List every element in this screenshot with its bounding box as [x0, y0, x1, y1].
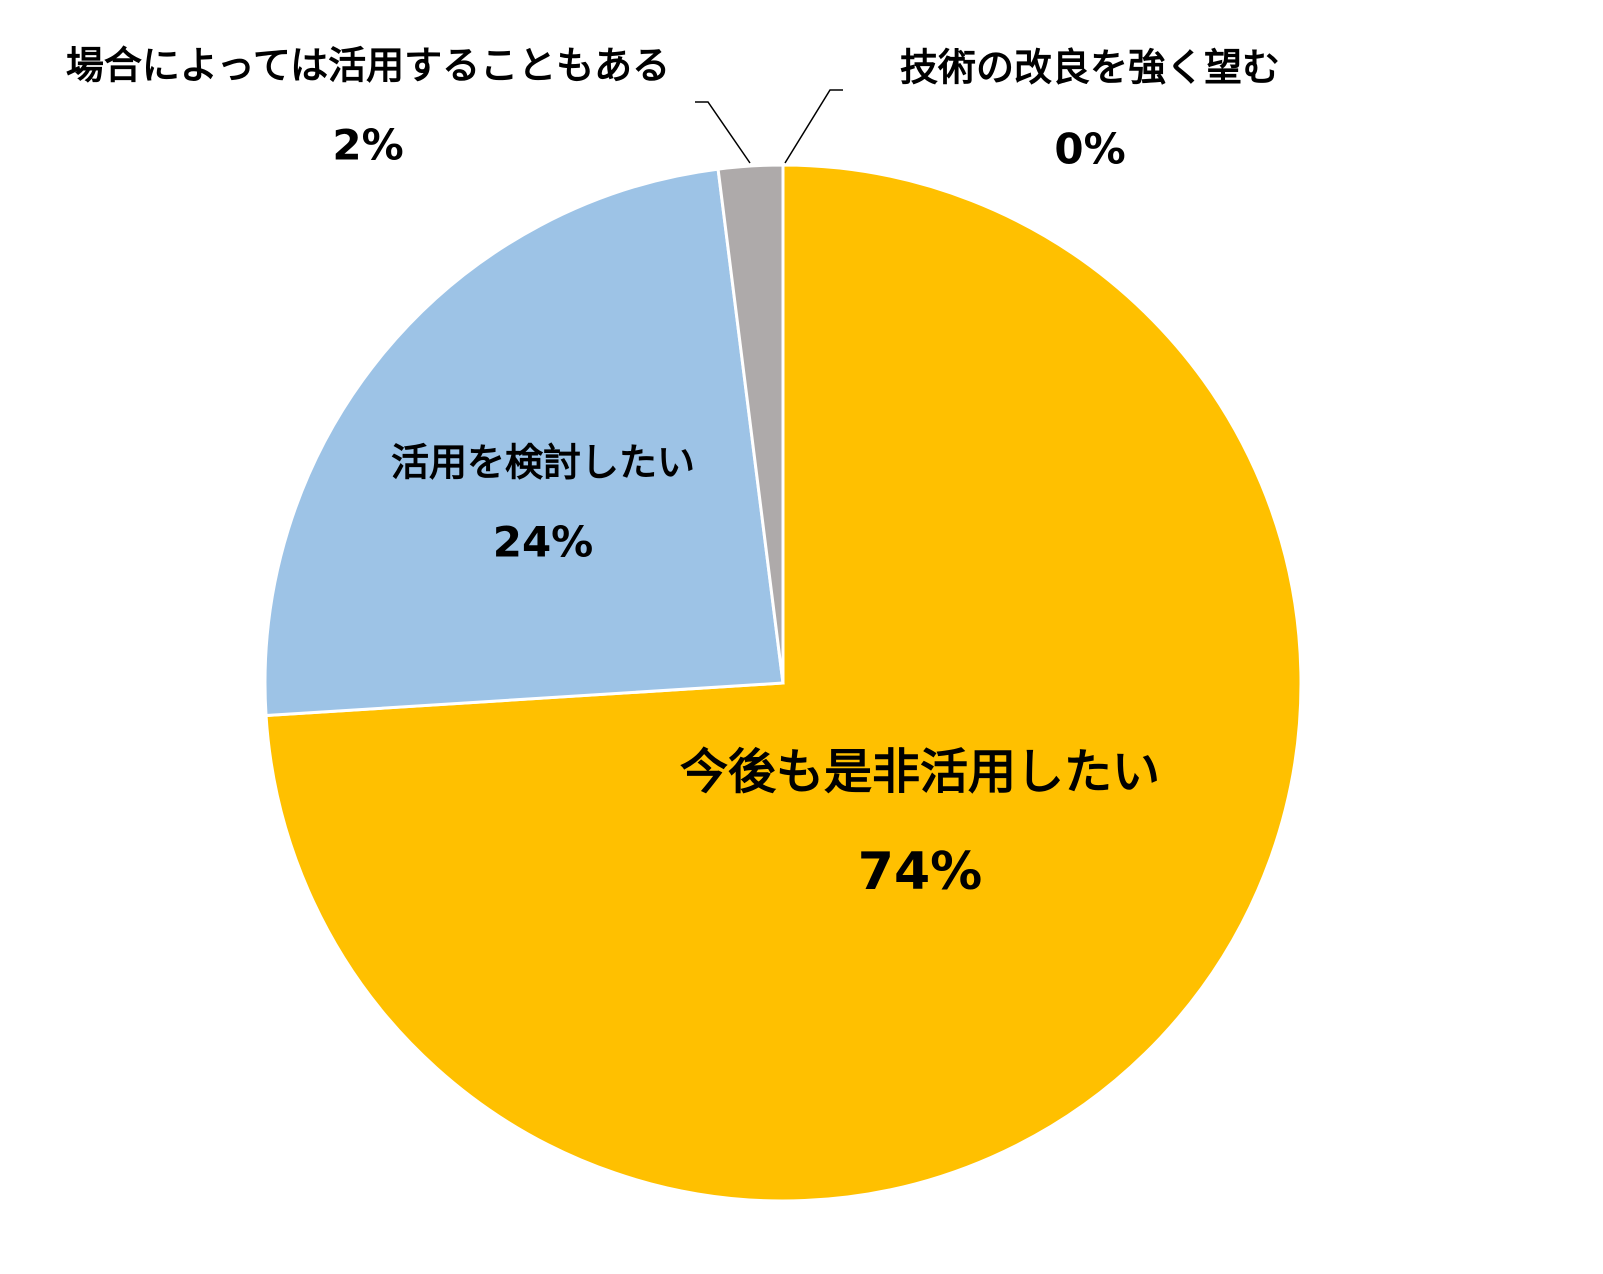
leader-line [784, 89, 843, 164]
slice-label: 技術の改良を強く望む [900, 46, 1280, 90]
value-label: 0% [1054, 125, 1125, 174]
slice-label: 活用を検討したい [391, 441, 695, 485]
value-label: 24% [493, 518, 594, 567]
value-label: 2% [332, 121, 403, 170]
pie-slice [263, 167, 785, 718]
slice-label: 今後も是非活用したい [680, 744, 1160, 800]
slice-label: 場合によっては活用することもある [66, 44, 670, 88]
value-label: 74% [858, 842, 982, 902]
leader-line [695, 101, 751, 164]
